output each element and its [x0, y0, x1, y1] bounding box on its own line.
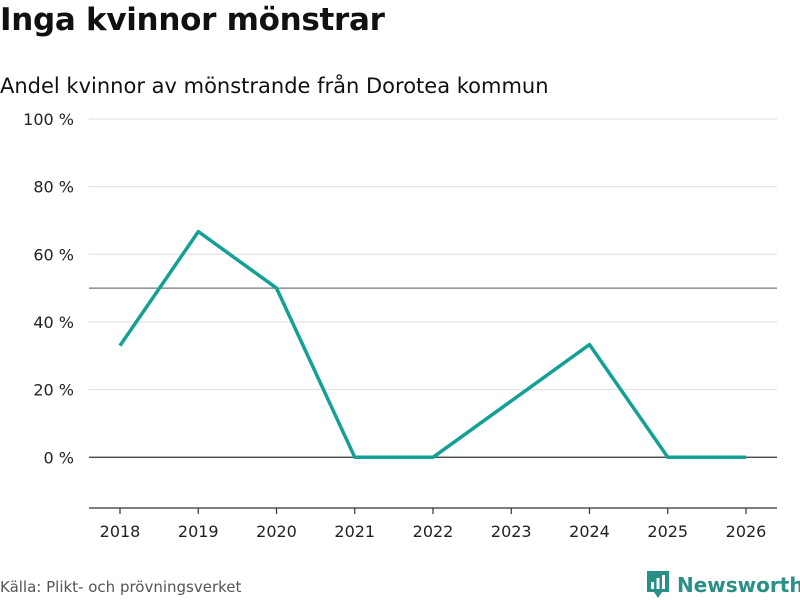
series-lines	[118, 229, 746, 460]
x-tick-label: 2020	[256, 522, 297, 541]
y-tick-label: 60 %	[33, 245, 74, 264]
newsworthy-logo-icon	[647, 571, 669, 598]
x-tick-label: 2026	[726, 522, 767, 541]
x-axis-ticks: 2018 2019 2020 2021 2022 2023 2024 2025 2026	[100, 522, 767, 541]
reference-lines	[89, 287, 777, 458]
y-axis-ticks: 0 % 20 % 40 % 60 % 80 % 100 %	[23, 110, 74, 467]
x-tick-label: 2023	[491, 522, 532, 541]
x-tick-label: 2024	[569, 522, 610, 541]
chart-subtitle: Andel kvinnor av mönstrande från Dorotea…	[0, 74, 549, 98]
x-tick-label: 2018	[100, 522, 141, 541]
x-tick-label: 2025	[647, 522, 688, 541]
y-tick-label: 0 %	[44, 448, 74, 467]
brand-logo: Newsworthy	[645, 570, 800, 600]
y-tick-label: 80 %	[33, 178, 74, 197]
x-tick-label: 2019	[178, 522, 219, 541]
source-note: Källa: Plikt- och prövningsverket	[0, 578, 242, 596]
chart-title: Inga kvinnor mönstrar	[0, 2, 385, 38]
brand-name: Newsworthy	[677, 573, 800, 597]
series-line-0	[118, 229, 746, 460]
x-tick-label: 2021	[334, 522, 375, 541]
y-tick-label: 100 %	[23, 110, 74, 129]
x-tick-label: 2022	[413, 522, 454, 541]
y-tick-label: 20 %	[33, 381, 74, 400]
x-axis	[89, 507, 777, 514]
y-tick-label: 40 %	[33, 313, 74, 332]
gridlines	[89, 118, 777, 391]
